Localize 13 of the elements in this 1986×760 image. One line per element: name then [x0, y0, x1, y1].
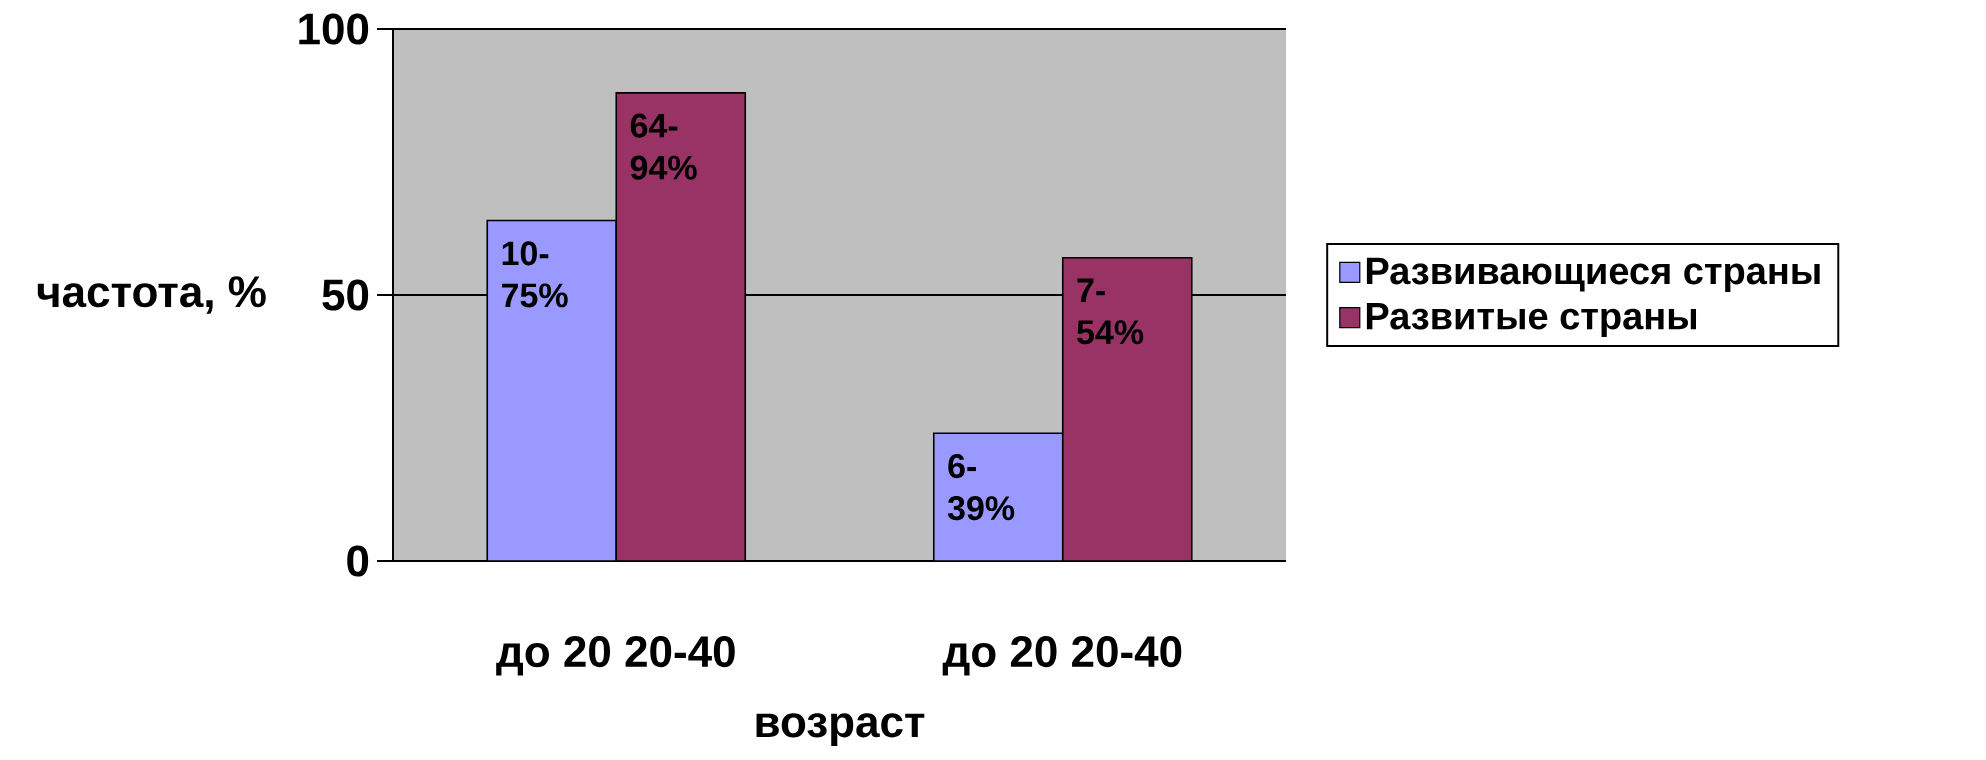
- y-tick-label: 0: [347, 545, 369, 577]
- annotation: 64-94%: [630, 113, 697, 180]
- y-tick-label: 100: [299, 13, 369, 45]
- legend-label: Развивающиеся страны: [1366, 257, 1820, 292]
- legend-label: Развитые страны: [1366, 302, 1697, 337]
- x-axis-title: возраст: [756, 713, 925, 747]
- x-tick-label: до 20 20-40: [496, 636, 735, 676]
- y-axis-title: частота, %: [37, 276, 266, 314]
- y-tick-label: 50: [322, 279, 369, 311]
- annotation: 10-75%: [502, 241, 568, 308]
- annotation: 6-39%: [947, 454, 1015, 521]
- x-tick-label: до 20 20-40: [942, 636, 1182, 676]
- annotation: 7-54%: [1077, 278, 1144, 345]
